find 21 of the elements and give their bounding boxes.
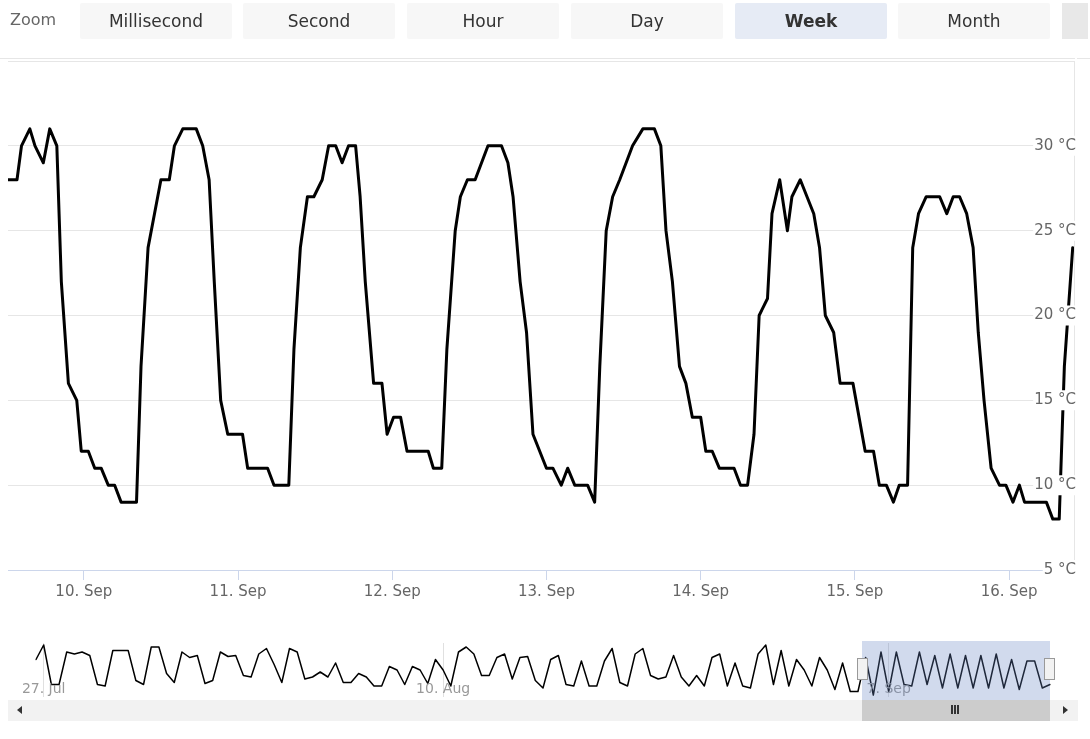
- y-tick-label: 30 °C: [1034, 135, 1076, 154]
- x-tick-label: 10. Sep: [55, 581, 113, 600]
- x-tick-label: 13. Sep: [518, 581, 575, 600]
- text: Second: [287, 11, 351, 31]
- x-tick-label: 15. Sep: [826, 581, 884, 600]
- x-tick-label: 10. Aug: [416, 679, 471, 696]
- y-tick-label: 15 °C: [1034, 390, 1076, 409]
- x-tick-label: 14. Sep: [672, 581, 730, 600]
- y-tick-label: 10 °C: [1034, 475, 1076, 494]
- text: Month: [947, 11, 1001, 31]
- x-tick-label: 16. Sep: [980, 581, 1038, 600]
- y-tick-label: 20 °C: [1034, 305, 1076, 324]
- text: Zoom: [10, 10, 57, 29]
- text: Day: [630, 11, 664, 31]
- text: Week: [784, 11, 838, 31]
- x-tick-label: 11. Sep: [209, 581, 267, 600]
- y-tick-label: 5 °C: [1043, 559, 1076, 578]
- x-tick-label: 12. Sep: [363, 581, 421, 600]
- text: Hour: [462, 11, 504, 31]
- y-tick-label: 25 °C: [1034, 220, 1076, 239]
- text: Millisecond: [108, 11, 204, 31]
